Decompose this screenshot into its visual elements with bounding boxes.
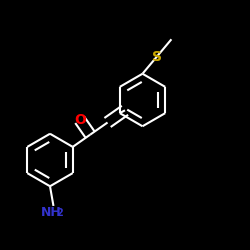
Text: S: S bbox=[152, 50, 162, 64]
Text: 2: 2 bbox=[56, 208, 63, 218]
Text: NH: NH bbox=[40, 206, 61, 219]
Text: O: O bbox=[74, 113, 86, 127]
